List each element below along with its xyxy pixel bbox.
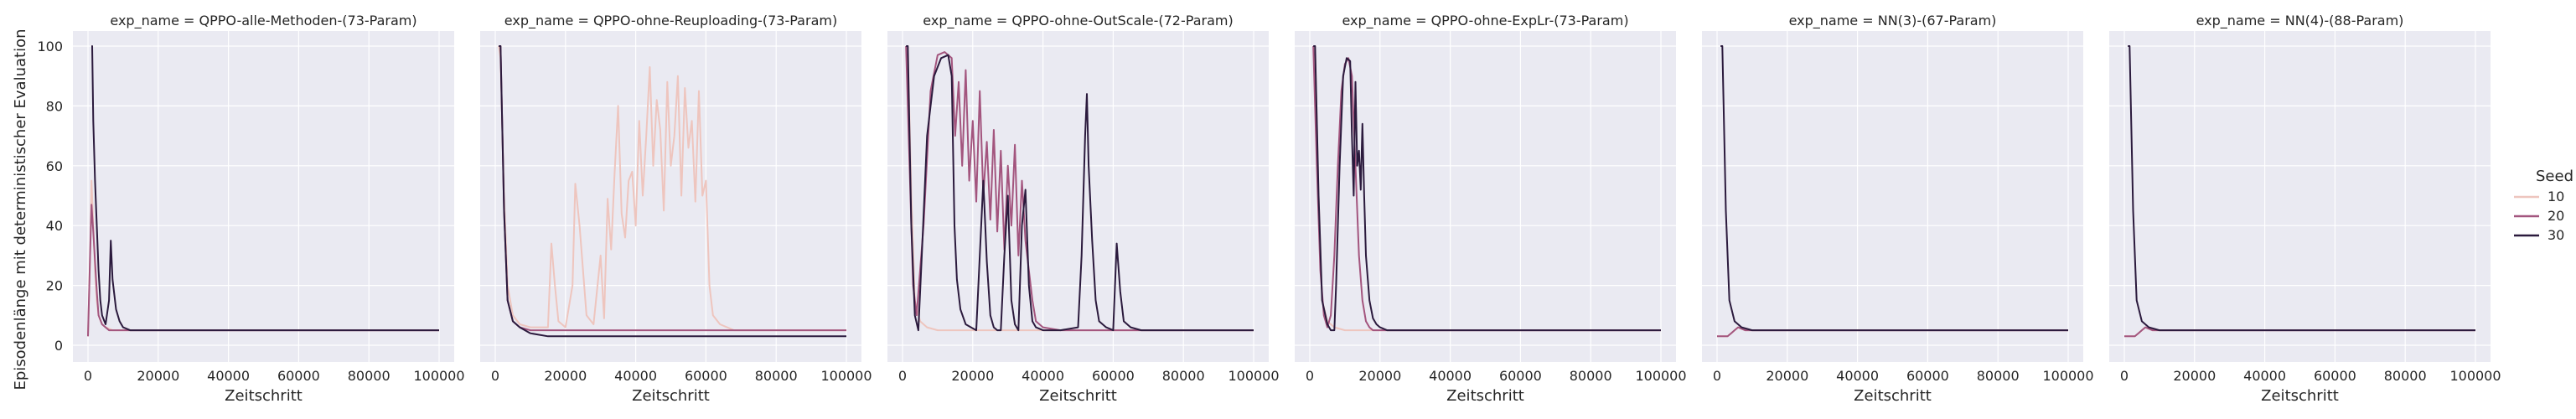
legend-label: 30 xyxy=(2548,227,2564,243)
legend-entries: 10 20 30 xyxy=(2514,189,2564,243)
facet-title: exp_name = QPPO-alle-Methoden-(73-Param) xyxy=(110,13,416,29)
series-line-30 xyxy=(1720,45,2068,332)
x-tick-label: 20000 xyxy=(951,368,994,384)
x-tick-label: 40000 xyxy=(207,368,250,384)
x-tick-label: 40000 xyxy=(1022,368,1064,384)
legend-title: Seed xyxy=(2536,168,2573,185)
facet-title: exp_name = QPPO-ohne-ExpLr-(73-Param) xyxy=(1342,13,1628,29)
x-tick-label: 40000 xyxy=(2243,368,2286,384)
series-line-20 xyxy=(905,45,1254,332)
x-tick-label: 60000 xyxy=(1499,368,1542,384)
series-line-30 xyxy=(906,45,1254,332)
x-axis-label: Zeitschritt xyxy=(1039,387,1117,405)
series-line-30 xyxy=(2128,45,2475,332)
x-tick-label: 60000 xyxy=(685,368,727,384)
y-tick-label: 0 xyxy=(54,338,63,354)
x-tick-label: 40000 xyxy=(614,368,657,384)
x-tick-label: 0 xyxy=(84,368,92,384)
legend-entry-10: 10 xyxy=(2514,189,2564,204)
legend-label: 20 xyxy=(2548,208,2564,224)
x-tick-label: 0 xyxy=(491,368,499,384)
legend-entry-30: 30 xyxy=(2514,227,2564,243)
x-axis-label: Zeitschritt xyxy=(1854,387,1932,405)
x-axis-label: Zeitschritt xyxy=(225,387,303,405)
series-line-20 xyxy=(1312,45,1661,332)
x-axis-label: Zeitschritt xyxy=(632,387,710,405)
x-tick-label: 0 xyxy=(1713,368,1721,384)
x-tick-label: 60000 xyxy=(277,368,320,384)
y-tick-label: 20 xyxy=(46,278,63,294)
x-tick-label: 60000 xyxy=(1906,368,1949,384)
x-tick-label: 0 xyxy=(898,368,907,384)
y-tick-label: 100 xyxy=(37,39,63,54)
legend-label: 10 xyxy=(2548,189,2564,204)
x-tick-label: 100000 xyxy=(413,368,464,384)
x-tick-label: 60000 xyxy=(2314,368,2356,384)
x-tick-label: 80000 xyxy=(2384,368,2427,384)
series-line-30 xyxy=(91,45,439,332)
series-line-30 xyxy=(499,45,846,338)
facet-title: exp_name = NN(4)-(88-Param) xyxy=(2196,13,2404,29)
x-tick-label: 80000 xyxy=(1162,368,1205,384)
y-tick-label: 40 xyxy=(46,218,63,234)
facet-panel-5: exp_name = NN(3)-(67-Param) 0 20000 40000 60… xyxy=(1702,13,2094,405)
x-axis-label: Zeitschritt xyxy=(2261,387,2339,405)
x-tick-label: 40000 xyxy=(1836,368,1879,384)
x-tick-label: 80000 xyxy=(755,368,798,384)
x-tick-label: 60000 xyxy=(1092,368,1135,384)
facet-panel-6: exp_name = NN(4)-(88-Param) 0 20000 40000 60… xyxy=(2109,13,2501,405)
x-tick-label: 80000 xyxy=(348,368,391,384)
series-line-10 xyxy=(498,45,846,332)
x-tick-label: 20000 xyxy=(1766,368,1808,384)
x-tick-label: 0 xyxy=(2120,368,2129,384)
x-tick-label: 80000 xyxy=(1977,368,2020,384)
x-tick-label: 20000 xyxy=(2173,368,2216,384)
series-line-30 xyxy=(1313,45,1661,332)
x-tick-label: 20000 xyxy=(544,368,587,384)
x-axis-label: Zeitschritt xyxy=(1446,387,1524,405)
panel-background xyxy=(73,31,454,362)
y-tick-label: 80 xyxy=(46,98,63,114)
y-tick-label: 60 xyxy=(46,158,63,174)
panel-background xyxy=(1295,31,1676,362)
x-tick-label: 80000 xyxy=(1570,368,1612,384)
x-tick-label: 0 xyxy=(1306,368,1314,384)
x-tick-label: 20000 xyxy=(1358,368,1401,384)
facet-panel-4: exp_name = QPPO-ohne-ExpLr-(73-Param) 0 20… xyxy=(1295,13,1687,405)
series-line-20 xyxy=(87,204,439,337)
facet-panel-1: exp_name = QPPO-alle-Methoden-(73-Param)… xyxy=(37,13,464,405)
panel-background xyxy=(2109,31,2491,362)
x-tick-label: 20000 xyxy=(137,368,179,384)
x-tick-label: 100000 xyxy=(2042,368,2093,384)
facet-title: exp_name = NN(3)-(67-Param) xyxy=(1789,13,1997,29)
x-tick-label: 40000 xyxy=(1429,368,1472,384)
x-tick-label: 100000 xyxy=(1635,368,1686,384)
panel-background xyxy=(1702,31,2083,362)
legend-entry-20: 20 xyxy=(2514,208,2564,224)
facet-panel-3: exp_name = QPPO-ohne-OutScale-(72-Param)… xyxy=(887,13,1280,405)
y-axis-label: Episodenlänge mit deterministischer Eval… xyxy=(12,28,29,390)
facet-panels: exp_name = QPPO-alle-Methoden-(73-Param)… xyxy=(37,13,2501,405)
panel-background xyxy=(480,31,861,362)
facet-panel-2: exp_name = QPPO-ohne-Reuploading-(73-Par… xyxy=(480,13,872,405)
facet-title: exp_name = QPPO-ohne-Reuploading-(73-Par… xyxy=(504,13,837,29)
x-tick-label: 100000 xyxy=(2449,368,2501,384)
x-tick-label: 100000 xyxy=(1228,368,1279,384)
x-tick-label: 100000 xyxy=(820,368,872,384)
panel-background xyxy=(887,31,1269,362)
facet-title: exp_name = QPPO-ohne-OutScale-(72-Param) xyxy=(923,13,1233,29)
legend: Seed 10 20 30 xyxy=(2514,168,2573,243)
